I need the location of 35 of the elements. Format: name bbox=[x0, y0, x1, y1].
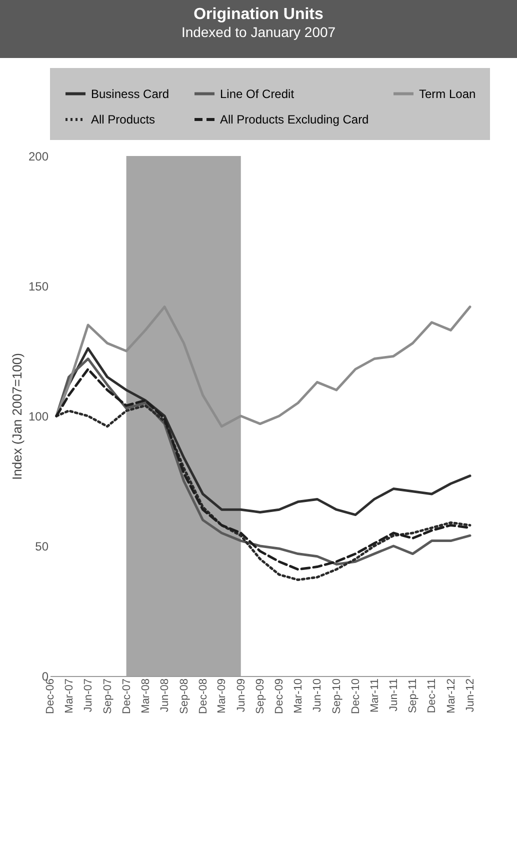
x-tick-label: Mar-12 bbox=[445, 678, 458, 714]
legend-label: Term Loan bbox=[419, 86, 476, 101]
x-tick-label: Mar-07 bbox=[63, 678, 76, 714]
x-tick-label: Mar-08 bbox=[140, 678, 152, 714]
x-tick-label: Jun-10 bbox=[312, 678, 324, 712]
x-tick-label: Dec-10 bbox=[350, 678, 362, 714]
legend-label: Line Of Credit bbox=[220, 86, 295, 101]
legend-label: Business Card bbox=[91, 86, 170, 101]
x-tick-label: Dec-08 bbox=[197, 678, 210, 714]
x-tick-label: Dec-07 bbox=[120, 678, 133, 714]
x-tick-label: Jun-11 bbox=[388, 678, 400, 712]
y-tick-label: 150 bbox=[28, 280, 49, 294]
x-tick-label: Sep-07 bbox=[102, 678, 114, 714]
legend-label: All Products Excluding Card bbox=[220, 112, 369, 126]
x-tick-label: Sep-09 bbox=[254, 678, 267, 714]
x-tick-label: Dec-06 bbox=[44, 678, 56, 714]
x-tick-label: Sep-10 bbox=[330, 678, 343, 714]
y-tick-label: 50 bbox=[35, 540, 49, 554]
y-tick-label: 200 bbox=[28, 150, 49, 164]
y-axis-title: Index (Jan 2007=100) bbox=[9, 353, 24, 480]
x-tick-label: Sep-08 bbox=[178, 678, 190, 714]
legend-label: All Products bbox=[91, 112, 156, 126]
x-tick-label: Sep-11 bbox=[407, 678, 420, 714]
x-tick-label: Jun-07 bbox=[82, 678, 95, 712]
x-tick-label: Mar-11 bbox=[368, 678, 381, 713]
y-tick-label: 100 bbox=[28, 410, 49, 424]
x-tick-label: Dec-11 bbox=[426, 678, 438, 714]
x-tick-label: Mar-10 bbox=[292, 678, 304, 714]
chart-subtitle: Indexed to January 2007 bbox=[180, 24, 337, 40]
x-tick-label: Dec-09 bbox=[274, 678, 286, 714]
x-tick-label: Jun-09 bbox=[235, 678, 248, 712]
x-tick-label: Jun-08 bbox=[159, 678, 172, 712]
x-tick-label: Mar-09 bbox=[216, 678, 228, 714]
chart-title: Origination Units bbox=[192, 6, 324, 24]
x-tick-label: Jun-12 bbox=[464, 678, 476, 712]
